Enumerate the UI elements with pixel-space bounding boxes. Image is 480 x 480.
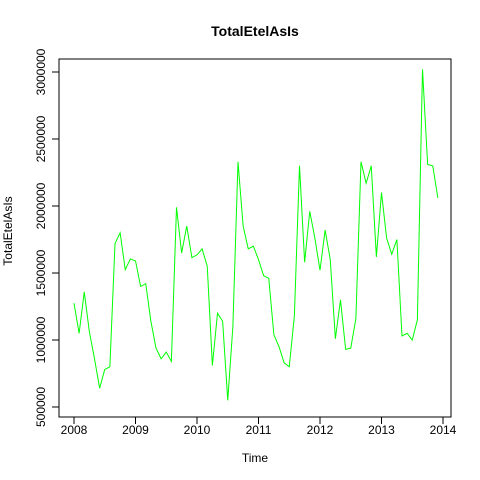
x-tick-label: 2008: [61, 423, 88, 437]
x-tick-label: 2013: [368, 423, 395, 437]
y-tick-label: 1500000: [34, 249, 48, 296]
x-tick-label: 2011: [246, 423, 272, 437]
y-tick-label: 2500000: [34, 115, 48, 162]
series-line: [73, 69, 439, 401]
x-tick-label: 2009: [122, 423, 149, 437]
x-axis-label: Time: [242, 451, 269, 465]
y-tick-label: 3000000: [34, 48, 48, 95]
x-tick-label: 2014: [430, 423, 457, 437]
y-tick-label: 500000: [34, 387, 48, 427]
y-axis: 500000 1000000 1500000 2000000 2500000 300000…: [34, 48, 60, 427]
x-axis: 2008 2009 2010 2011 2012 2013 2014: [61, 416, 457, 437]
y-axis-label: TotalEtelAsIs: [1, 196, 15, 265]
y-tick-label: 1000000: [34, 316, 48, 363]
x-tick-label: 2012: [307, 423, 334, 437]
chart-title: TotalEtelAsIs: [211, 23, 299, 39]
y-tick-label: 2000000: [34, 182, 48, 229]
x-tick-label: 2010: [184, 423, 211, 437]
